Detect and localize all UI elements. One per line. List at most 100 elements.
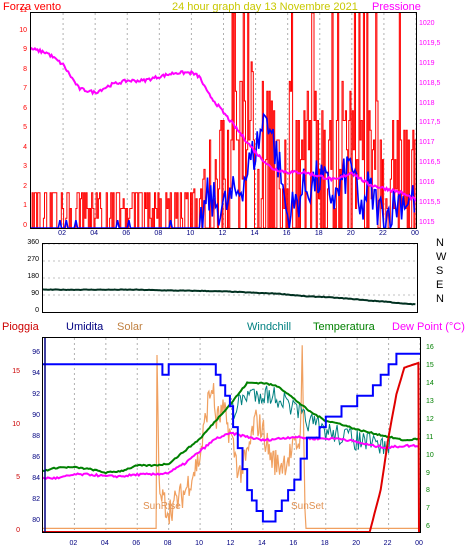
temperature-tick-label: 6 bbox=[426, 523, 430, 531]
time-tick-label: 14 bbox=[258, 540, 266, 547]
temperature-tick-label: 14 bbox=[426, 379, 434, 387]
humidity-tick-label: 88 bbox=[32, 432, 40, 440]
temperature-tick-label: 7 bbox=[426, 505, 430, 513]
time-tick-label: 18 bbox=[314, 230, 323, 237]
sunrise-label: SunRise bbox=[143, 501, 181, 512]
time-tick-label: 20 bbox=[346, 230, 355, 237]
time-tick-label: 08 bbox=[163, 540, 172, 547]
temperature-tick-label: 10 bbox=[426, 451, 434, 459]
humidity-tick-label: 84 bbox=[32, 474, 40, 482]
solar-series-line bbox=[43, 345, 420, 529]
temperature-tick-label: 15 bbox=[426, 361, 434, 369]
time-tick-label: 12 bbox=[226, 540, 235, 547]
temperature-tick-label: 8 bbox=[426, 487, 430, 495]
time-tick-label: 10 bbox=[186, 230, 195, 237]
pressure-tick-label: 1018 bbox=[419, 99, 435, 107]
wind-tick-label: 6 bbox=[23, 104, 27, 112]
wind-tick-label: 1 bbox=[23, 202, 27, 210]
wind-tick-label: 4 bbox=[23, 143, 27, 151]
time-tick-label: 22 bbox=[383, 540, 392, 547]
pressure-tick-label: 1016,5 bbox=[419, 159, 441, 167]
wind-pressure-panel bbox=[30, 12, 417, 229]
pressure-tick-label: 1019 bbox=[419, 59, 435, 67]
rain-tick-label: 0 bbox=[16, 527, 20, 534]
pressure-tick-label: 1019,5 bbox=[419, 39, 441, 47]
compass-label: E bbox=[436, 279, 444, 291]
humidity-tick-label: 94 bbox=[32, 369, 40, 377]
temperature-tick-label: 16 bbox=[426, 343, 434, 351]
wind-axis-title: Forza vento bbox=[3, 1, 62, 13]
direction-tick-label: 180 bbox=[27, 273, 39, 280]
temperature-tick-label: 12 bbox=[426, 415, 434, 423]
wind-tick-label: 7 bbox=[23, 85, 27, 93]
humidity-tick-label: 80 bbox=[32, 516, 40, 524]
pressure-tick-label: 1015 bbox=[419, 219, 435, 227]
legend-windchill: Windchill bbox=[247, 321, 292, 333]
wind-pressure-plot bbox=[30, 12, 417, 229]
wind-tick-label: 2 bbox=[23, 182, 27, 190]
wind-direction-series-line bbox=[42, 288, 416, 306]
humidity-tick-label: 90 bbox=[32, 411, 40, 419]
dewpoint-series-line bbox=[42, 431, 419, 481]
legend-dewpoint: Dew Point (°C) bbox=[392, 321, 465, 333]
wind-tick-label: 0 bbox=[23, 222, 27, 229]
direction-tick-label: 90 bbox=[31, 290, 39, 297]
time-tick-label: 22 bbox=[379, 230, 387, 237]
humidity-tick-label: 92 bbox=[32, 390, 40, 398]
time-tick-label: 04 bbox=[90, 230, 99, 237]
time-tick-label: 00 bbox=[411, 230, 419, 237]
time-tick-label: 08 bbox=[154, 230, 163, 237]
wind-tick-label: 10 bbox=[19, 26, 27, 34]
compass-label: S bbox=[436, 265, 444, 277]
time-tick-label: 16 bbox=[282, 230, 291, 237]
compass-label: N bbox=[436, 237, 444, 249]
rain-tick-label: 10 bbox=[12, 420, 20, 428]
wind-tick-label: 8 bbox=[23, 65, 27, 73]
wind-direction-panel bbox=[42, 243, 418, 313]
legend-temperature: Temperatura bbox=[313, 321, 375, 333]
compass-label: W bbox=[436, 251, 447, 263]
legend-solar: Solar bbox=[117, 321, 143, 333]
pressure-tick-label: 1017,5 bbox=[419, 119, 441, 127]
time-tick-label: 12 bbox=[218, 230, 227, 237]
wind-tick-label: 3 bbox=[23, 163, 27, 171]
time-tick-label: 10 bbox=[195, 540, 203, 547]
time-tick-label: 06 bbox=[122, 230, 131, 237]
temperature-tick-label: 9 bbox=[426, 469, 430, 477]
pressure-tick-label: 1016 bbox=[419, 179, 435, 187]
pressure-axis-title: Pressione bbox=[372, 1, 421, 13]
humidity-tick-label: 96 bbox=[32, 348, 40, 356]
time-tick-label: 04 bbox=[100, 540, 109, 547]
direction-tick-label: 360 bbox=[27, 239, 39, 246]
pressure-tick-label: 1017 bbox=[419, 139, 435, 147]
pressure-tick-label: 1020 bbox=[419, 19, 435, 27]
rain-temp-plot bbox=[42, 338, 421, 533]
rain-tick-label: 5 bbox=[16, 473, 20, 481]
direction-tick-label: 270 bbox=[27, 256, 39, 263]
pressure-series-line bbox=[30, 46, 417, 202]
wind-direction-plot bbox=[42, 243, 417, 306]
time-tick-label: 16 bbox=[289, 540, 298, 547]
humidity-series-line bbox=[43, 352, 420, 523]
wind-tick-label: 11 bbox=[19, 7, 27, 14]
sunset-label: SunSet bbox=[291, 501, 324, 512]
rain-tick-label: 15 bbox=[12, 367, 20, 375]
time-tick-label: 20 bbox=[352, 540, 361, 547]
direction-tick-label: 0 bbox=[35, 307, 39, 314]
legend-rain: Pioggia bbox=[2, 321, 39, 333]
time-tick-label: 02 bbox=[58, 230, 66, 237]
humidity-tick-label: 82 bbox=[32, 495, 40, 503]
wind-tick-label: 9 bbox=[23, 46, 27, 54]
rain-temp-panel bbox=[42, 337, 421, 533]
temperature-tick-label: 13 bbox=[426, 397, 434, 405]
gust-series-line bbox=[31, 12, 417, 229]
pressure-tick-label: 1015,5 bbox=[419, 199, 441, 207]
time-tick-label: 02 bbox=[69, 540, 78, 547]
chart-title: 24 hour graph day 13 Novembre 2021 bbox=[172, 1, 358, 13]
time-tick-label: 18 bbox=[320, 540, 329, 547]
time-tick-label: 14 bbox=[250, 230, 259, 237]
time-tick-label: 00 bbox=[415, 540, 423, 547]
time-tick-label: 06 bbox=[132, 540, 141, 547]
legend-humidity: Umidita bbox=[66, 321, 104, 333]
humidity-tick-label: 86 bbox=[32, 453, 40, 461]
